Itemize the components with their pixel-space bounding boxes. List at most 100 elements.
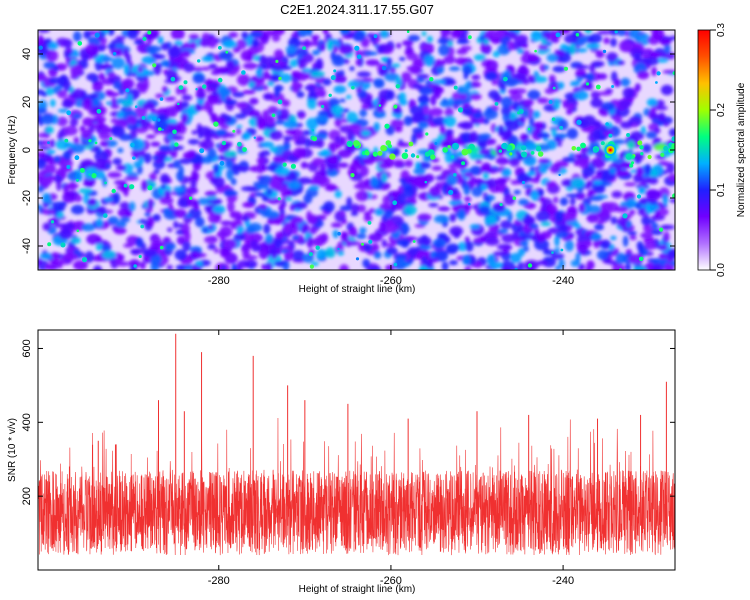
spectrogram-band-spot [387, 144, 392, 149]
spectrogram-cell [563, 30, 570, 33]
spectrogram-cell [610, 37, 617, 48]
spectrogram-cell [417, 213, 432, 222]
spectrogram-cell [407, 34, 420, 42]
spectrogram-bright-spot [76, 229, 80, 233]
spectrogram-cell [291, 81, 301, 93]
spectrogram-bright-spot [333, 69, 337, 73]
spectrogram-cell [339, 264, 349, 270]
spectrogram-cell [597, 30, 612, 35]
spectrogram-cell [555, 231, 570, 239]
spectrogram-cell [380, 30, 389, 38]
spectrogram-cell [370, 176, 379, 187]
spectrogram-cell [497, 44, 511, 56]
spectrogram-cell [480, 183, 488, 191]
spectrogram-bright-spot [66, 110, 72, 116]
spectrogram-cell [549, 163, 561, 174]
spectrogram-cell [119, 201, 130, 210]
spectrogram-cell [500, 36, 511, 45]
spectrogram-cell [338, 162, 349, 168]
spectrogram-cell [285, 128, 297, 135]
spectrogram-cell [490, 123, 497, 133]
spectrogram-cell [589, 33, 603, 44]
spectrogram-cell [60, 159, 69, 171]
spectrogram-cell [273, 236, 284, 249]
spectrogram-bright-spot [315, 245, 320, 250]
spectrogram-cell [396, 42, 402, 49]
spectrogram-cell [197, 126, 212, 136]
spectrogram-cell [538, 260, 549, 266]
spectrogram-cell [145, 134, 156, 139]
spectrogram-bright-spot [521, 180, 526, 185]
spectrogram-bright-spot [125, 88, 130, 93]
spectrogram-cell [528, 116, 535, 126]
spectrogram-bright-spot [672, 193, 675, 199]
spectrogram-cell [322, 30, 329, 35]
spectrogram-panel: -280 -260 -240 -40 -20 0 20 40 Height of strai… [7, 29, 676, 295]
spectrogram-cell [219, 247, 230, 257]
spectrogram-cell [457, 208, 466, 221]
spectrogram-band-spot [430, 154, 436, 160]
spectrogram-cell [501, 168, 512, 178]
spectrogram-cell [483, 38, 489, 45]
spectrogram-cell [636, 57, 651, 63]
spectrogram-cell [593, 185, 606, 194]
spectrogram-bright-spot [608, 133, 613, 138]
spectrogram-y-tick-label: -40 [21, 238, 33, 254]
spectrogram-cell [492, 251, 508, 257]
spectrogram-cells [38, 30, 675, 270]
spectrogram-cell [444, 151, 454, 164]
spectrogram-cell [418, 86, 434, 96]
spectrogram-bright-spot [183, 80, 188, 85]
spectrogram-cell [265, 115, 275, 126]
spectrogram-cell [296, 91, 305, 98]
spectrogram-cell [664, 43, 671, 54]
spectrogram-cell [660, 38, 671, 46]
spectrogram-bright-spot [103, 213, 108, 218]
spectrogram-bright-spot [282, 162, 287, 167]
spectrogram-band-spot [408, 141, 414, 147]
spectrogram-cell [100, 30, 106, 38]
spectrogram-bright-spot [129, 184, 135, 190]
spectrogram-cell [306, 41, 320, 46]
spectrogram-cell [631, 123, 638, 128]
spectrogram-cell [475, 159, 483, 164]
spectrogram-cell [308, 185, 320, 191]
spectrogram-cell [207, 94, 218, 106]
spectrogram-cell [622, 235, 629, 247]
spectrogram-cell [658, 253, 667, 260]
spectrogram-cell [562, 156, 576, 163]
spectrogram-cell [448, 66, 461, 72]
spectrogram-cell [523, 155, 537, 166]
spectrogram-cell [222, 40, 238, 49]
spectrogram-cell [139, 261, 146, 270]
spectrogram-cell [591, 60, 605, 68]
spectrogram-cell [315, 88, 327, 97]
spectrogram-cell [480, 164, 490, 173]
snr-panel: -280 -260 -240 200 400 600 Height of straigh… [7, 329, 676, 595]
spectrogram-cell [228, 191, 238, 196]
spectrogram-bright-spot [152, 63, 157, 68]
spectrogram-cell [364, 51, 379, 56]
spectrogram-cell [173, 220, 179, 229]
spectrogram-bright-spot [429, 77, 434, 82]
spectrogram-cell [42, 192, 52, 204]
spectrogram-cell [482, 118, 490, 125]
spectrogram-cell [92, 80, 104, 93]
spectrogram-cell [580, 82, 594, 91]
spectrogram-bright-spot [559, 125, 564, 130]
spectrogram-cell [293, 147, 306, 159]
spectrogram-cell [269, 146, 278, 152]
spectrogram-cell [283, 119, 298, 129]
spectrogram-cell [448, 40, 453, 49]
spectrogram-cell [271, 253, 277, 259]
spectrogram-cell [328, 141, 342, 150]
spectrogram-bright-spot [605, 122, 609, 126]
spectrogram-cell [43, 61, 56, 69]
spectrogram-cell [143, 152, 152, 164]
spectrogram-cell [144, 212, 151, 217]
spectrogram-cell [279, 108, 289, 117]
spectrogram-cell [646, 98, 658, 107]
spectrogram-cell [158, 145, 171, 152]
spectrogram-cell [510, 179, 520, 185]
spectrogram-cell [217, 263, 223, 270]
